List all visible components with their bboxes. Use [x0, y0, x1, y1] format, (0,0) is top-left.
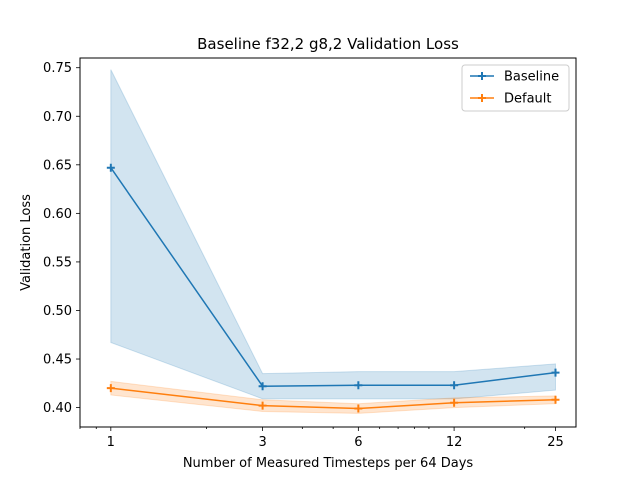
chart-title: Baseline f32,2 g8,2 Validation Loss — [197, 35, 459, 53]
x-axis-label: Number of Measured Timesteps per 64 Days — [183, 456, 474, 471]
x-tick-label: 12 — [446, 435, 463, 450]
data-point-default-25 — [551, 395, 560, 404]
y-tick-label: 0.75 — [43, 61, 72, 76]
x-tick-label: 1 — [107, 435, 115, 450]
data-point-baseline-25 — [551, 368, 560, 377]
legend-marker-baseline — [478, 72, 486, 80]
data-point-baseline-1 — [106, 163, 115, 172]
series-markers — [106, 163, 560, 413]
y-axis-ticks: 0.40 0.45 0.50 0.55 0.60 0.65 0.70 0.75 — [43, 61, 80, 416]
data-point-default-6 — [354, 404, 363, 413]
x-axis-ticks: 1 3 6 12 25 — [79, 427, 564, 450]
y-tick-label: 0.60 — [43, 207, 72, 222]
y-tick-label: 0.40 — [43, 401, 72, 416]
data-point-baseline-3 — [258, 382, 267, 391]
plot-frame — [79, 57, 577, 428]
data-point-default-3 — [258, 401, 267, 410]
x-tick-label: 25 — [547, 435, 564, 450]
y-tick-label: 0.45 — [43, 353, 72, 368]
y-axis-label: Validation Loss — [19, 194, 34, 291]
confidence-band-baseline — [110, 69, 556, 400]
x-tick-label: 3 — [258, 435, 266, 450]
data-point-baseline-6 — [354, 381, 363, 390]
y-tick-label: 0.65 — [43, 158, 72, 173]
data-point-default-12 — [450, 398, 459, 407]
legend-label-baseline: Baseline — [504, 70, 559, 85]
data-point-baseline-12 — [450, 381, 459, 390]
legend: Baseline Default — [461, 64, 570, 112]
legend-label-default: Default — [504, 92, 552, 107]
legend-marker-default — [478, 94, 486, 102]
y-tick-label: 0.55 — [43, 255, 72, 270]
y-tick-label: 0.70 — [43, 110, 72, 125]
x-tick-label: 6 — [354, 435, 362, 450]
data-point-default-1 — [106, 384, 115, 393]
y-tick-label: 0.50 — [43, 304, 72, 319]
